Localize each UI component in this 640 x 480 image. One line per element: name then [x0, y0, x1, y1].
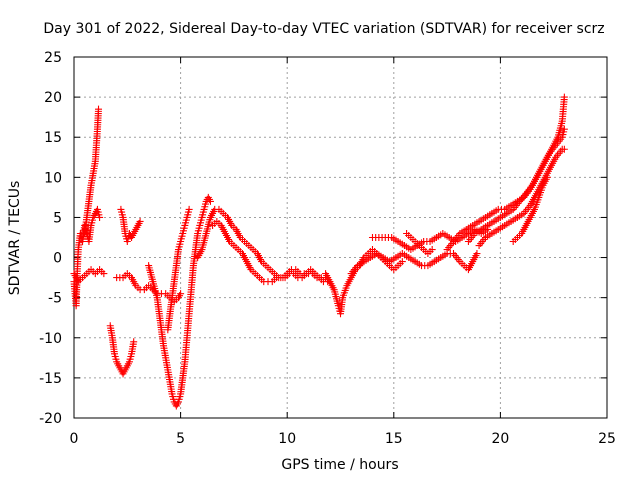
x-tick-label: 20: [491, 431, 509, 447]
y-tick-label: 25: [44, 50, 62, 66]
x-tick-label: 5: [176, 431, 185, 447]
chart-title: Day 301 of 2022, Sidereal Day-to-day VTE…: [43, 21, 604, 37]
data-point: [398, 258, 406, 266]
data-point: [543, 173, 551, 181]
x-axis-title: GPS time / hours: [281, 457, 398, 473]
axis-ticks: [73, 56, 608, 419]
y-tick-label: -15: [39, 371, 62, 387]
data-point: [95, 105, 103, 113]
data-point: [473, 250, 481, 258]
data-points: [70, 93, 568, 410]
y-tick-label: -10: [39, 331, 62, 347]
y-tick-label: 20: [44, 90, 62, 106]
x-tick-labels: 0 5 10 15 20 25: [70, 431, 616, 447]
data-point: [100, 270, 108, 278]
x-tick-label: 25: [598, 431, 616, 447]
y-axis-title: SDTVAR / TECUs: [7, 181, 23, 296]
y-tick-label: 15: [44, 130, 62, 146]
data-point: [185, 205, 193, 213]
plot-frame: [73, 56, 608, 419]
y-tick-label: -5: [48, 291, 62, 307]
x-tick-label: 15: [385, 431, 403, 447]
data-point: [96, 213, 104, 221]
y-tick-label: -20: [39, 411, 62, 427]
data-point: [560, 125, 568, 133]
data-point: [428, 246, 436, 254]
x-tick-label: 10: [278, 431, 296, 447]
y-tick-label: 0: [53, 251, 62, 267]
data-point: [136, 217, 144, 225]
y-tick-label: 5: [53, 210, 62, 226]
y-tick-label: 10: [44, 170, 62, 186]
data-point: [560, 93, 568, 101]
y-tick-labels: 25 20 15 10 5 0 -5 -10 -15 -20: [39, 50, 62, 427]
data-point: [560, 145, 568, 153]
data-point: [177, 290, 185, 298]
grid: [74, 57, 607, 418]
x-tick-label: 0: [70, 431, 79, 447]
data-point: [206, 197, 214, 205]
data-point: [130, 338, 138, 346]
